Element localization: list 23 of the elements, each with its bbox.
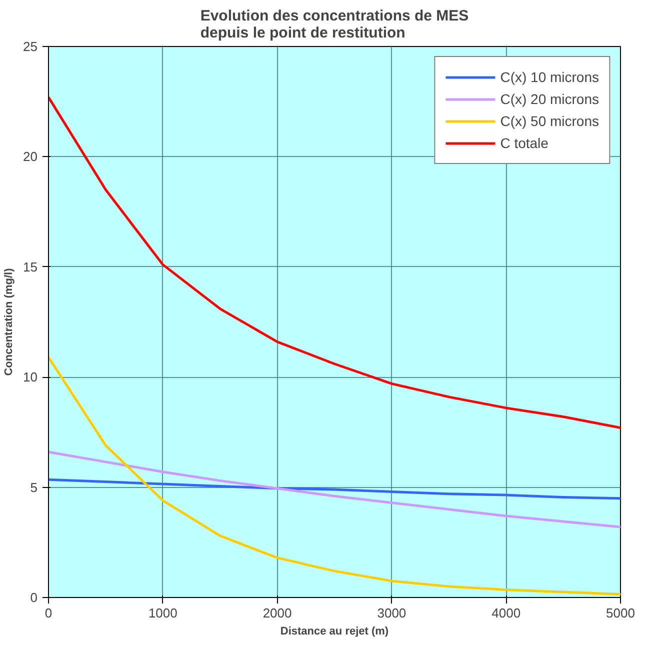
line-series <box>48 96 620 430</box>
legend-label: C(x) 50 microns <box>500 113 599 129</box>
legend-label: C(x) 20 microns <box>500 91 599 107</box>
x-axis-title: Distance au rejet (m) <box>280 626 389 638</box>
y-axis-title: Concentration (mg/l) <box>3 268 16 376</box>
x-tick-label: 5000 <box>606 606 635 620</box>
y-tick-label: 15 <box>23 259 38 274</box>
x-tick-label: 0 <box>44 606 52 620</box>
y-tick-label: 5 <box>30 480 38 495</box>
y-tick-label: 20 <box>23 149 38 164</box>
legend-label: C totale <box>500 135 548 151</box>
y-tick-label: 0 <box>30 590 38 605</box>
y-tick-label: 10 <box>23 370 38 385</box>
line-series <box>48 356 620 596</box>
line-series <box>48 450 620 528</box>
x-tick-label: 2000 <box>262 606 292 620</box>
line-series <box>48 478 620 500</box>
y-tick-label: 25 <box>23 39 38 54</box>
x-tick-label: 4000 <box>492 606 521 620</box>
legend-label: C(x) 10 microns <box>500 69 599 85</box>
x-tick-label: 1000 <box>148 606 178 620</box>
x-tick-label: 3000 <box>377 606 406 620</box>
chart-title: Evolution des concentrations de MES depuis le point de restitution <box>200 8 469 42</box>
